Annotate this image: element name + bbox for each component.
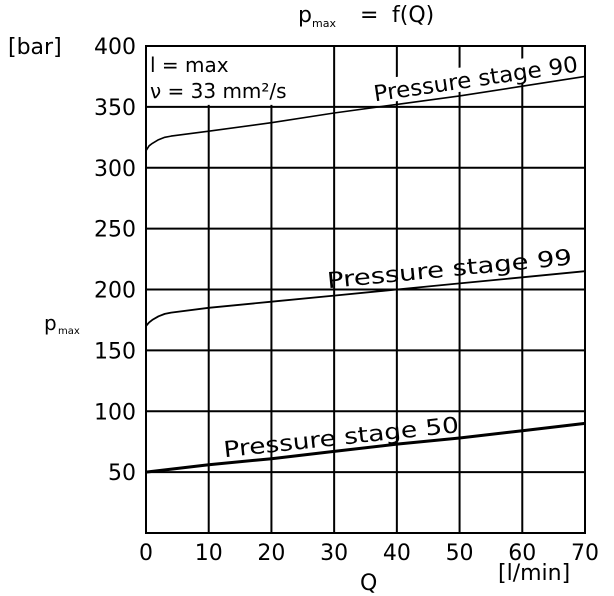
y-tick-label: 50	[108, 461, 136, 486]
title-prefix: p	[298, 3, 312, 28]
x-tick-label: 70	[571, 541, 599, 566]
annotation-line-1: l = max	[150, 53, 229, 77]
x-tick-label: 20	[257, 541, 285, 566]
grid	[146, 46, 585, 533]
x-tick-label: 60	[508, 541, 536, 566]
series-line-1	[145, 75, 586, 152]
series-label-2: Pressure stage 99	[326, 246, 573, 295]
y-tick-label: 200	[94, 279, 136, 304]
x-axis-label: Q	[360, 571, 377, 596]
chart-title: f(Q)	[392, 3, 434, 28]
title-prefix-sub: max	[312, 17, 336, 30]
series-line-2	[145, 270, 586, 327]
y-tick-label: 300	[94, 157, 136, 182]
series-labels: Pressure stage 90 Pressure stage 99 Pressu…	[222, 50, 584, 463]
y-tick-label: 150	[94, 339, 136, 364]
y-axis-label-sub: max	[58, 326, 80, 337]
series-label-bg	[367, 50, 584, 105]
x-tick-label: 10	[195, 541, 223, 566]
y-tick-label: 100	[94, 400, 136, 425]
y-tick-label: 250	[94, 218, 136, 243]
plot-frame	[145, 45, 586, 534]
series-label-group-2: Pressure stage 99	[326, 246, 573, 295]
series-label-3: Pressure stage 50	[222, 413, 460, 463]
title-eq: =	[360, 3, 378, 28]
series-lines	[145, 75, 586, 474]
tick-labels: 0 10 20 30 40 50 60 70 50 100 150 200 250 300 350 400	[94, 35, 599, 566]
series-label-group-1: Pressure stage 90	[367, 50, 584, 108]
annotation-box	[147, 47, 322, 105]
x-tick-label: 40	[383, 541, 411, 566]
series-label-1: Pressure stage 90	[372, 53, 579, 108]
y-tick-label: 350	[94, 96, 136, 121]
series-label-group-3: Pressure stage 50	[222, 413, 460, 463]
y-tick-label: 400	[94, 35, 136, 60]
annotation-line-2: ν = 33 mm²/s	[150, 79, 287, 103]
x-tick-label: 30	[320, 541, 348, 566]
y-axis-unit: [bar]	[8, 35, 62, 60]
x-tick-label: 0	[139, 541, 153, 566]
x-axis-unit: [l/min]	[498, 561, 570, 586]
series-line-3	[145, 421, 586, 474]
y-axis-label: p	[44, 311, 57, 335]
x-tick-label: 50	[446, 541, 474, 566]
